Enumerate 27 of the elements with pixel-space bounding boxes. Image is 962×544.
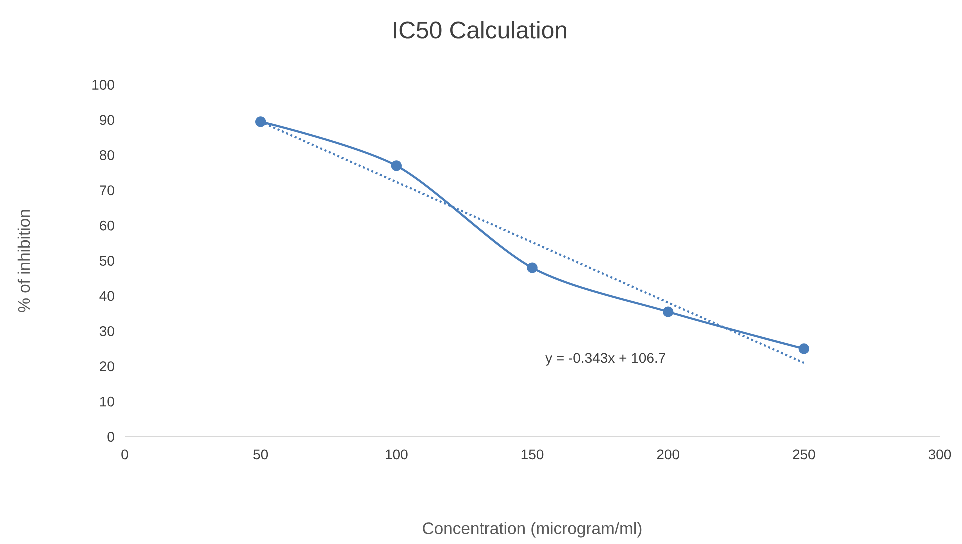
y-axis-title: % of inhibition [18, 210, 30, 312]
x-tick-label: 200 [657, 450, 680, 460]
x-tick-label: 50 [254, 450, 268, 460]
point [391, 160, 402, 172]
x-tick-label: 300 [928, 450, 952, 460]
y-tick-label: 10 [100, 396, 114, 407]
y-tick-label: 70 [100, 186, 114, 196]
y-tick-label: 60 [100, 220, 114, 231]
x-tick-label: 250 [793, 450, 816, 460]
point [798, 344, 810, 354]
x-tick-label: 100 [386, 450, 408, 460]
y-tick-label: 90 [100, 115, 114, 126]
chart-title: IC50 Calculation [394, 21, 566, 39]
y-tick-label: 30 [100, 326, 114, 336]
y-tick-label: 40 [100, 291, 114, 302]
x-axis-title: Concentration (microgram/ml) [423, 522, 642, 538]
y-tick-label: 50 [100, 256, 114, 266]
y-tick-label: 80 [100, 150, 114, 160]
point [527, 262, 538, 274]
annotation: y = -0.343x + 106.7 [546, 353, 666, 366]
point [663, 306, 674, 318]
y-tick-label: 20 [100, 362, 114, 372]
y-tick-label: 100 [92, 80, 114, 90]
x-tick-label: 0 [122, 450, 128, 460]
x-tick-label: 150 [522, 450, 544, 460]
y-tick-label: 0 [108, 432, 114, 442]
point [256, 116, 266, 128]
